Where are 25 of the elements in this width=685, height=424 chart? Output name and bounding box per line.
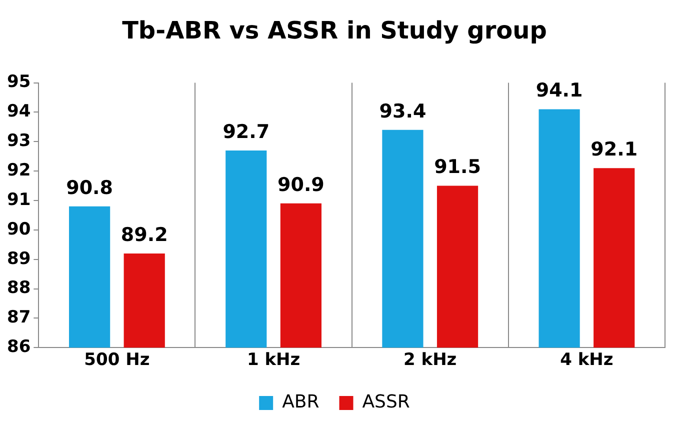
y-tick-label: 86 — [6, 337, 31, 358]
data-label: 90.9 — [277, 174, 324, 196]
y-tick-label: 93 — [6, 131, 31, 152]
y-tick-label: 92 — [6, 160, 31, 180]
data-label: 93.4 — [379, 100, 426, 122]
y-tick-label: 95 — [6, 72, 31, 92]
data-label: 94.1 — [536, 80, 583, 102]
y-tick-label: 88 — [6, 278, 31, 298]
y-tick-label: 94 — [6, 102, 31, 122]
y-tick-label: 89 — [6, 248, 31, 269]
x-tick-label: 2 kHz — [404, 350, 457, 370]
y-tick-label: 87 — [6, 308, 31, 328]
legend-label: ABR — [282, 392, 320, 413]
x-tick-label: 4 kHz — [560, 350, 614, 370]
y-tick-label: 91 — [6, 190, 31, 210]
x-tick-label: 1 kHz — [246, 350, 300, 370]
data-label: 92.1 — [590, 138, 638, 161]
data-label: 92.7 — [222, 120, 270, 143]
data-label: 90.8 — [66, 176, 113, 199]
data-label: 91.5 — [434, 156, 481, 178]
chart-title: Tb-ABR vs ASSR in Study group — [122, 16, 547, 45]
legend-label: ASSR — [362, 392, 410, 413]
y-tick-label: 90 — [6, 219, 31, 240]
data-label: 89.2 — [120, 224, 168, 246]
x-tick-label: 500 Hz — [84, 350, 150, 370]
